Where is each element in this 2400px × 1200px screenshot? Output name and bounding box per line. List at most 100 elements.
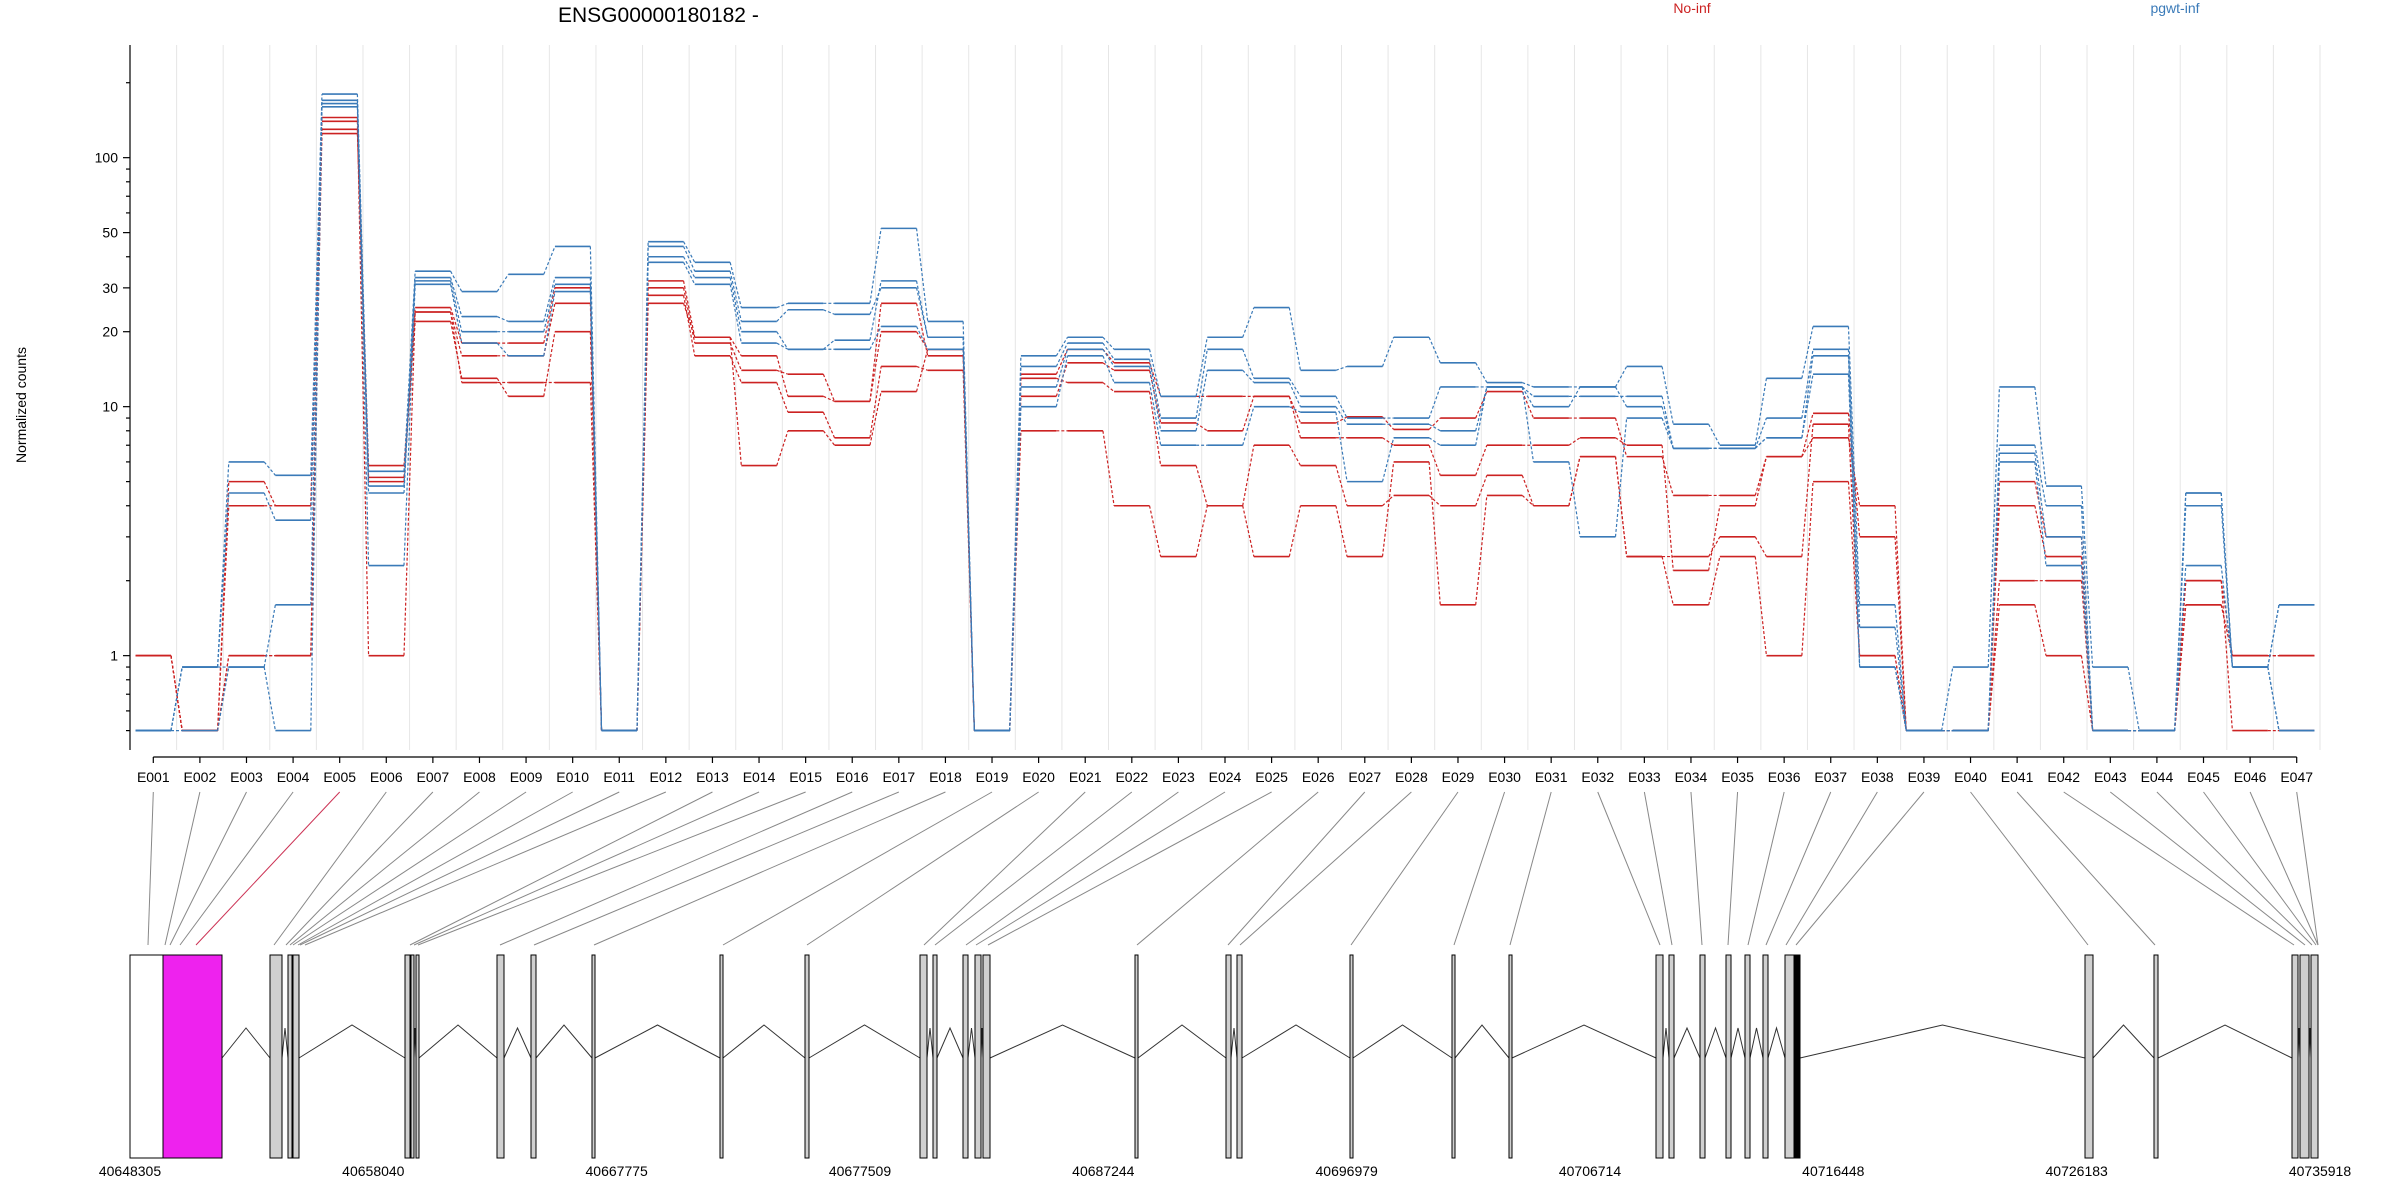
intron-line [2092,1024,2155,1059]
series-connector [1754,456,1768,506]
exon-connector [2110,791,2306,946]
series-connector [450,307,463,344]
series-connector [1614,366,1628,388]
exon-connector [923,791,1086,946]
series-connector [1102,430,1115,506]
series-connector [1754,536,1767,557]
series-connector [2080,655,2094,731]
series-connector [962,349,975,731]
series-connector [2034,461,2047,566]
series-no-inf-1 [135,120,2315,732]
series-connector [1987,580,2001,731]
series-connector [869,326,882,350]
series-connector [1568,456,1581,506]
x-tick-label: E005 [323,769,356,785]
series-connector [683,246,696,272]
series-connector [450,277,463,317]
series-connector [1661,396,1674,449]
exon-connector [2296,791,2319,946]
x-tick-label: E023 [1162,769,1195,785]
exon-box [1655,954,1664,1159]
series-connector [915,303,929,356]
series-connector [496,274,509,292]
series-connector [1661,556,1674,605]
intron-line [1230,1027,1238,1059]
intron-line [808,1024,921,1059]
series-connector [915,326,929,350]
series-connector [2080,536,2094,731]
exon-connector [499,791,853,946]
series-connector [403,311,416,656]
intron-line [989,1024,1136,1059]
exon-box [1784,954,1795,1159]
series-connector [729,337,742,466]
x-tick-label: E019 [976,769,1009,785]
intron-line [1767,1026,1786,1059]
exon-connector [2203,791,2317,946]
series-connector [496,342,509,357]
series-pgwt-inf-6 [135,99,2315,732]
x-tick-label: E018 [929,769,962,785]
series-connector [776,309,789,322]
series-connector [1708,536,1721,557]
series-connector [1055,349,1069,375]
series-connector [1708,505,1721,571]
y-tick-label: 50 [102,225,118,241]
exon-connector [195,791,341,946]
x-tick-label: E026 [1302,769,1335,785]
exon-box [2153,954,2159,1159]
exon-connector [1350,791,1459,946]
series-connector [1801,374,1814,438]
series-connector [1661,406,1674,449]
x-tick-label: E022 [1115,769,1148,785]
series-connector [1847,437,1861,506]
series-connector [1381,337,1395,367]
series-connector [589,284,603,731]
exon-box [1236,954,1243,1159]
exon-connector [169,791,247,946]
series-connector [543,303,556,356]
exon-connector [2156,791,2313,946]
series-connector [1708,423,1721,446]
x-tick-label: E043 [2094,769,2127,785]
exon-box [1699,954,1706,1159]
exon-box [287,954,293,1159]
exon-connector [1597,791,1661,946]
series-connector [2267,666,2280,731]
series-connector [776,342,789,350]
series-connector [1661,417,1674,449]
series-connector [1894,627,1907,731]
x-tick-label: E040 [1954,769,1987,785]
series-connector [356,106,370,566]
x-tick-label: E003 [230,769,263,785]
exon-connector [1795,791,1925,946]
series-connector [217,492,230,668]
exon-box [496,954,505,1159]
series-connector [1428,417,1441,430]
series-connector [356,121,370,656]
x-tick-label: E031 [1535,769,1568,785]
series-pgwt-inf-5 [135,102,2315,732]
x-tick-label: E013 [696,769,729,785]
series-connector [1148,391,1162,466]
series-connector [1801,326,1814,379]
intron-line [503,1026,532,1059]
exon-connector [273,791,387,946]
exon-box [919,954,928,1159]
series-connector [1288,396,1302,438]
series-connector [1102,348,1115,367]
x-tick-label: E037 [1814,769,1847,785]
series-connector [496,316,509,322]
genome-coord-label: 40706714 [1559,1163,1622,1179]
x-tick-label: E045 [2187,769,2220,785]
series-connector [2174,505,2187,731]
intron-line [281,1027,289,1059]
highlighted-exon [162,954,223,1159]
exon-box [982,954,991,1159]
genome-coord-label: 40667775 [586,1163,649,1179]
exon-connector [2063,791,2295,946]
axes: 1 10 20 30 50 100 E001 E002 E003 E004 E005 E006 E007… [95,45,2313,785]
series-connector [217,666,230,731]
series-connector [1335,412,1348,482]
intron-line [594,1024,721,1059]
